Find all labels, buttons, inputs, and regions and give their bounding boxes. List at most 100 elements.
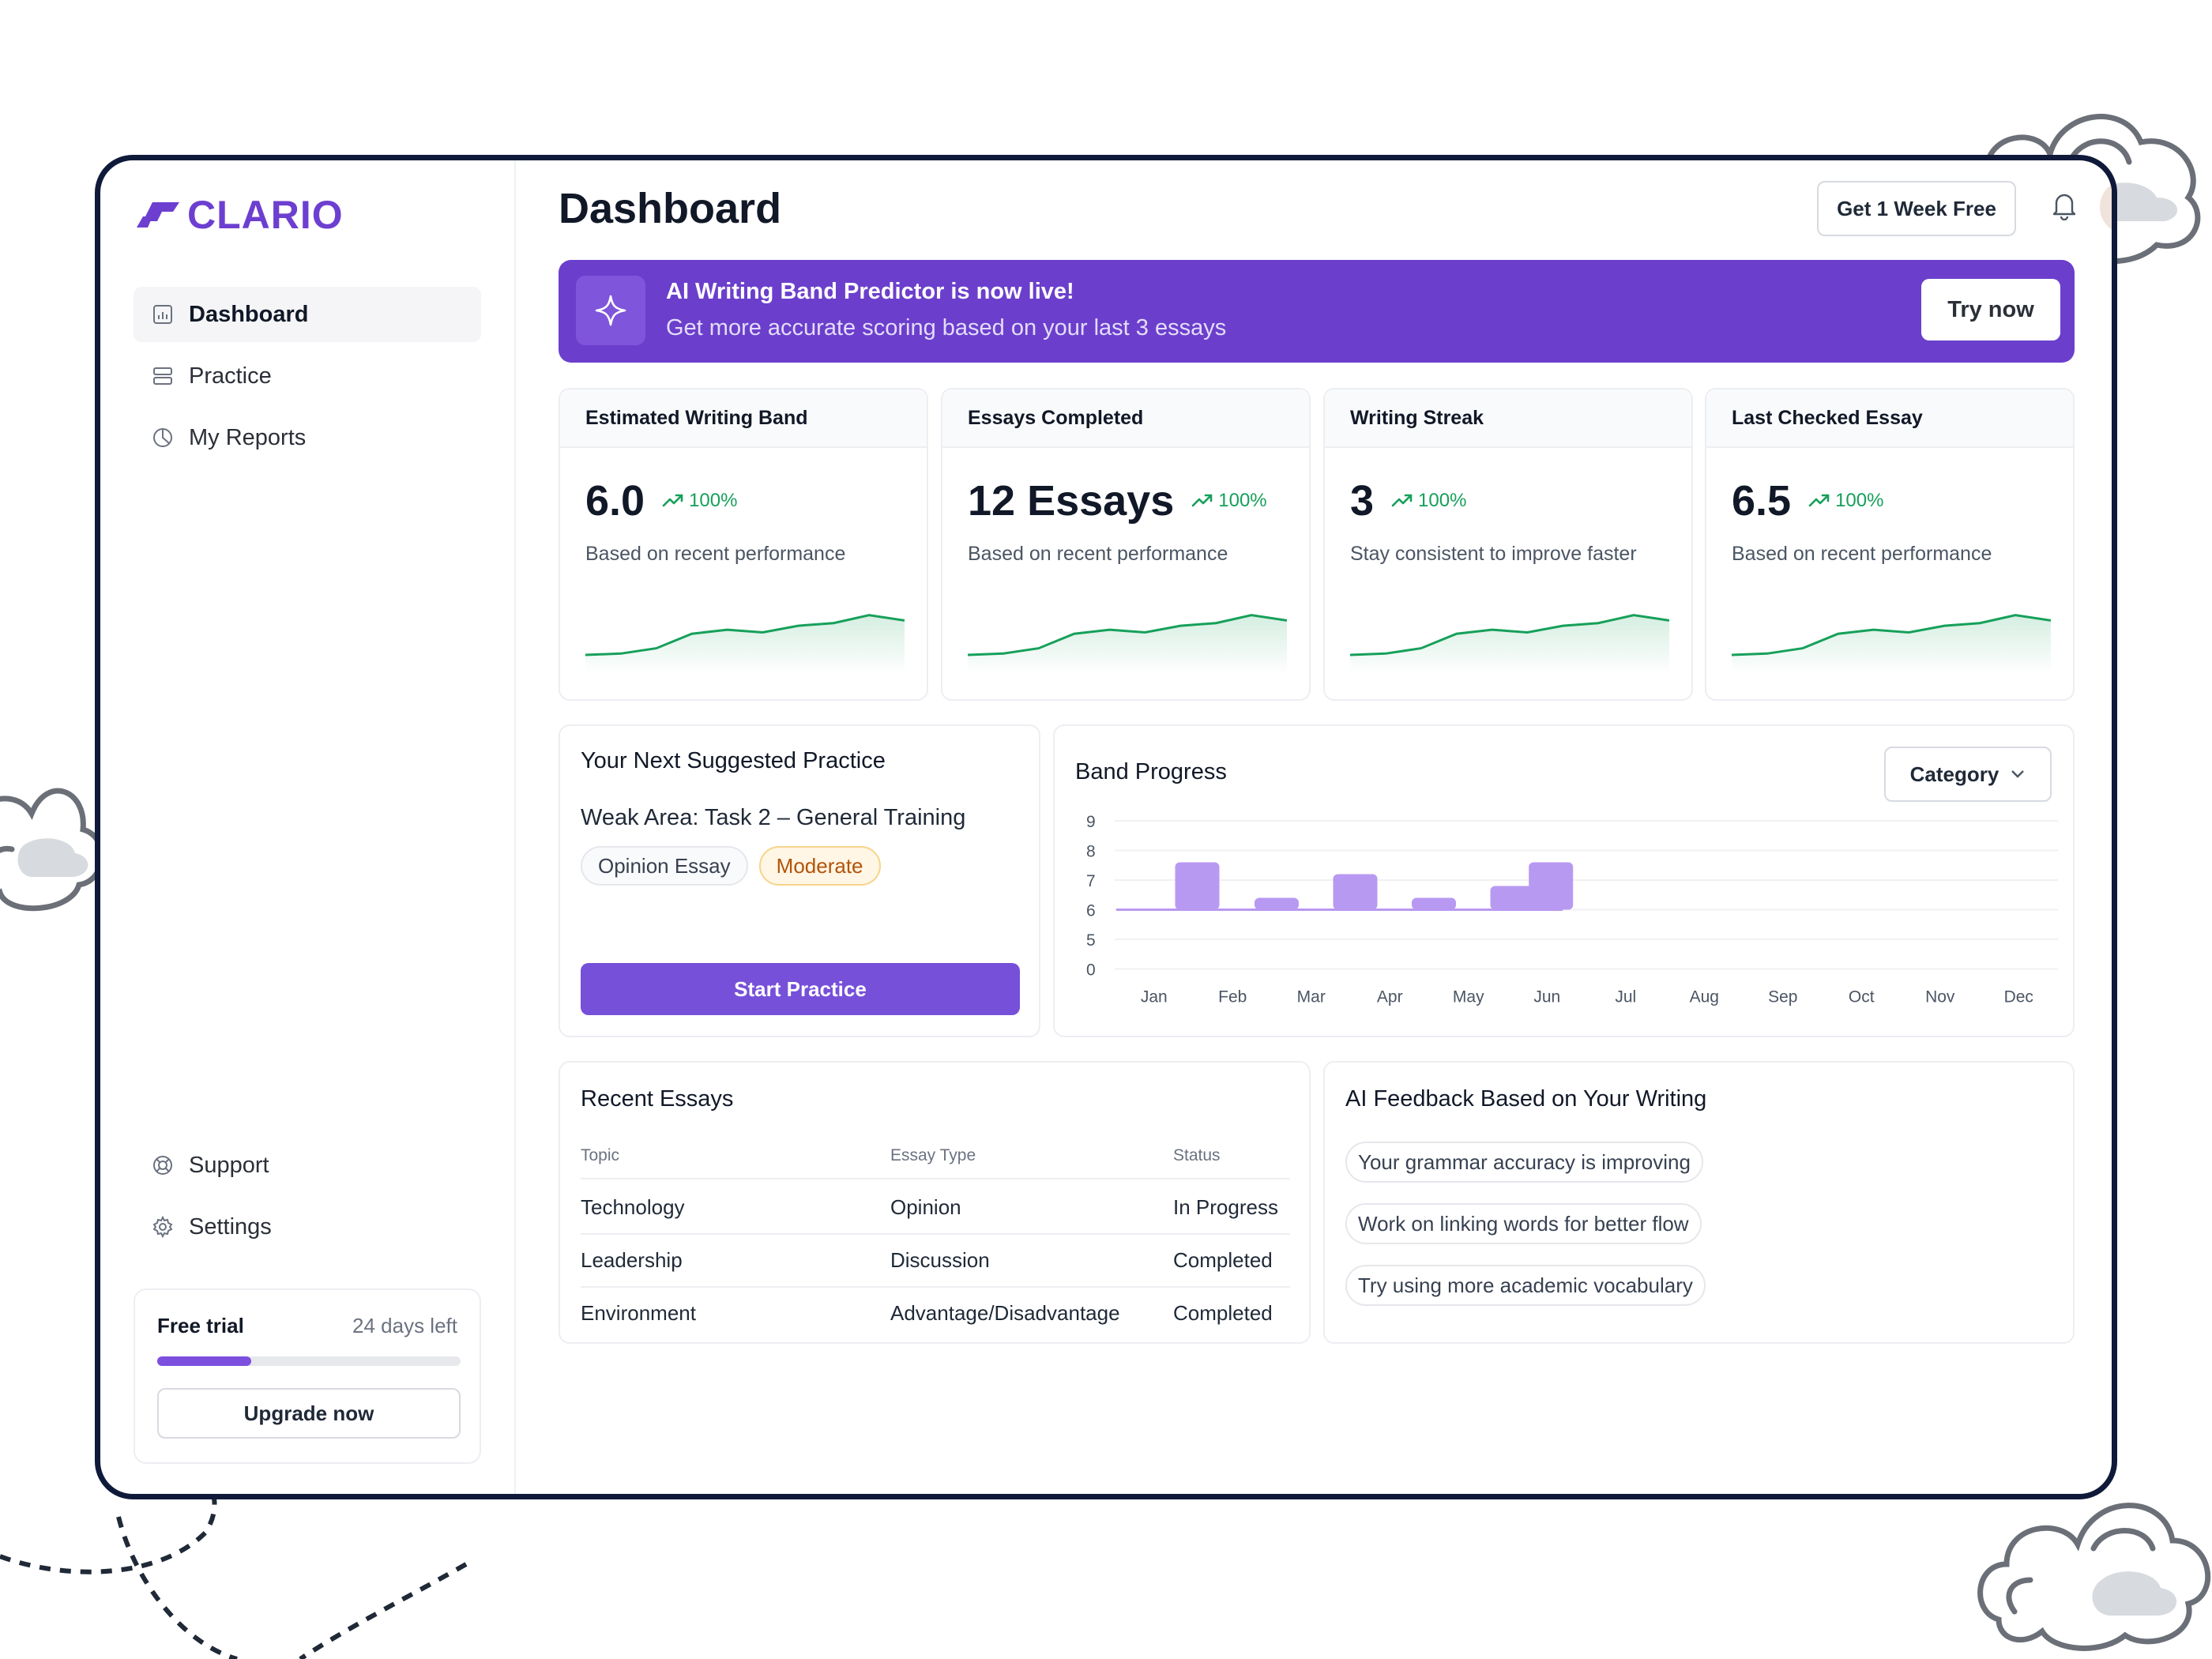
- table-divider: [581, 1233, 1290, 1235]
- page-title: Dashboard: [559, 185, 782, 232]
- y-tick-label: 9: [1086, 813, 1096, 831]
- x-tick-label: Feb: [1218, 988, 1247, 1006]
- feedback-item: Work on linking words for better flow: [1345, 1203, 1702, 1244]
- upgrade-now-button[interactable]: Upgrade now: [157, 1388, 461, 1439]
- table-divider: [581, 1286, 1290, 1288]
- stat-change-value: 100%: [689, 490, 738, 511]
- stat-value: 6.0: [585, 477, 645, 525]
- x-tick-label: Jul: [1615, 988, 1636, 1006]
- stat-change: 100%: [1391, 490, 1466, 512]
- band-progress-title: Band Progress: [1075, 759, 1227, 784]
- ai-feedback-title: AI Feedback Based on Your Writing: [1345, 1086, 1707, 1112]
- table-cell: In Progress: [1173, 1195, 1278, 1219]
- x-tick-label: Jan: [1141, 988, 1168, 1006]
- chart-bar: [1175, 862, 1220, 910]
- logo[interactable]: CLARIO: [137, 192, 344, 238]
- trend-up-icon: [1191, 494, 1213, 507]
- y-tick-label: 6: [1086, 902, 1096, 920]
- table-header: Essay Type: [890, 1146, 976, 1164]
- sparkline-line: [585, 614, 905, 656]
- clario-logo-icon: [137, 202, 179, 228]
- feedback-item: Your grammar accuracy is improving: [1345, 1142, 1703, 1183]
- get-week-free-button[interactable]: Get 1 Week Free: [1817, 181, 2016, 236]
- sparkline-line: [1350, 614, 1669, 656]
- stat-card-title: Writing Streak: [1325, 389, 1691, 448]
- stat-change-value: 100%: [1218, 490, 1267, 511]
- x-tick-label: May: [1453, 988, 1484, 1006]
- sparkline-line: [968, 614, 1287, 656]
- x-tick-label: Jun: [1533, 988, 1560, 1006]
- stat-description: Stay consistent to improve faster: [1350, 543, 1637, 565]
- cloud-decoration-left: [0, 788, 105, 912]
- x-tick-label: Apr: [1377, 988, 1403, 1006]
- sparkle-icon: [576, 276, 645, 345]
- chart-bar: [1490, 886, 1535, 910]
- difficulty-tag: Moderate: [758, 846, 881, 886]
- category-dropdown[interactable]: Category: [1884, 747, 2052, 802]
- stat-change: 100%: [1191, 490, 1267, 512]
- sidebar: CLARIO Dashboard Practice My Reports Sup…: [100, 160, 516, 1494]
- sidebar-item-label: My Reports: [189, 424, 307, 450]
- trial-progress-fill: [157, 1356, 252, 1366]
- stat-description: Based on recent performance: [1732, 543, 1992, 565]
- table-cell: Technology: [581, 1195, 685, 1219]
- user-avatar[interactable]: [2100, 179, 2112, 235]
- gear-icon: [151, 1215, 175, 1239]
- x-tick-label: Dec: [2004, 988, 2033, 1006]
- stat-card: Writing Streak 3 100% Stay consistent to im…: [1323, 388, 1693, 701]
- stat-card: Essays Completed 12 Essays 100% Based on re…: [941, 388, 1311, 701]
- stat-description: Based on recent performance: [968, 543, 1228, 565]
- try-now-button[interactable]: Try now: [1921, 279, 2060, 340]
- x-tick-label: Sep: [1768, 988, 1797, 1006]
- stat-value: 3: [1350, 477, 1375, 525]
- sparkline-chart: [1350, 614, 1669, 674]
- table-divider: [581, 1178, 1290, 1179]
- essay-type-tag: Opinion Essay: [581, 846, 748, 886]
- free-trial-card: Free trial 24 days left Upgrade now: [134, 1288, 481, 1464]
- banner-subtitle: Get more accurate scoring based on your …: [666, 315, 1227, 340]
- sidebar-item-settings[interactable]: Settings: [134, 1199, 481, 1255]
- start-practice-button[interactable]: Start Practice: [581, 963, 1020, 1015]
- sidebar-item-label: Dashboard: [189, 301, 309, 327]
- brand-name: CLARIO: [187, 193, 344, 237]
- banner-title: AI Writing Band Predictor is now live!: [666, 279, 1074, 304]
- sparkline-area: [1350, 615, 1669, 674]
- stat-card-title: Essays Completed: [942, 389, 1309, 448]
- trial-title: Free trial: [157, 1314, 244, 1337]
- stat-value: 6.5: [1732, 477, 1792, 525]
- app-window: CLARIO Dashboard Practice My Reports Sup…: [95, 155, 2117, 1499]
- table-cell: Completed: [1173, 1248, 1273, 1272]
- ai-feedback-card: AI Feedback Based on Your Writing Your g…: [1323, 1061, 2075, 1344]
- table-cell: Opinion: [890, 1195, 961, 1219]
- sidebar-item-my-reports[interactable]: My Reports: [134, 410, 481, 465]
- sidebar-item-label: Practice: [189, 363, 272, 389]
- sidebar-item-practice[interactable]: Practice: [134, 348, 481, 404]
- trend-up-icon: [1391, 494, 1413, 507]
- stat-card-title: Last Checked Essay: [1706, 389, 2073, 448]
- y-tick-label: 7: [1086, 872, 1096, 890]
- table-header: Status: [1173, 1146, 1221, 1164]
- sidebar-item-dashboard[interactable]: Dashboard: [134, 287, 481, 342]
- sidebar-item-support[interactable]: Support: [134, 1138, 481, 1193]
- chart-bar: [1412, 897, 1456, 910]
- x-tick-label: Aug: [1690, 988, 1719, 1006]
- pie-chart-icon: [151, 426, 175, 450]
- y-tick-label: 5: [1086, 931, 1096, 950]
- sparkline-chart: [968, 614, 1287, 674]
- chart-bar: [1333, 874, 1378, 910]
- table-header: Topic: [581, 1146, 620, 1164]
- x-tick-label: Nov: [1925, 988, 1955, 1006]
- chevron-down-icon: [2011, 770, 2025, 778]
- recent-essays-card: Recent Essays Topic Essay Type Status Techn…: [559, 1061, 1311, 1344]
- sparkline-chart: [1732, 614, 2051, 674]
- chart-bar: [1255, 897, 1299, 910]
- feedback-item: Try using more academic vocabulary: [1345, 1265, 1706, 1306]
- stat-change-value: 100%: [1835, 490, 1884, 511]
- x-tick-label: Oct: [1849, 988, 1875, 1006]
- feature-banner: AI Writing Band Predictor is now live! G…: [559, 260, 2075, 363]
- trial-progress-bar: [157, 1356, 461, 1366]
- bell-icon[interactable]: [2045, 186, 2084, 225]
- get-week-free-label: Get 1 Week Free: [1837, 196, 1996, 220]
- stat-value: 12 Essays: [968, 477, 1175, 525]
- x-tick-label: Mar: [1297, 988, 1326, 1006]
